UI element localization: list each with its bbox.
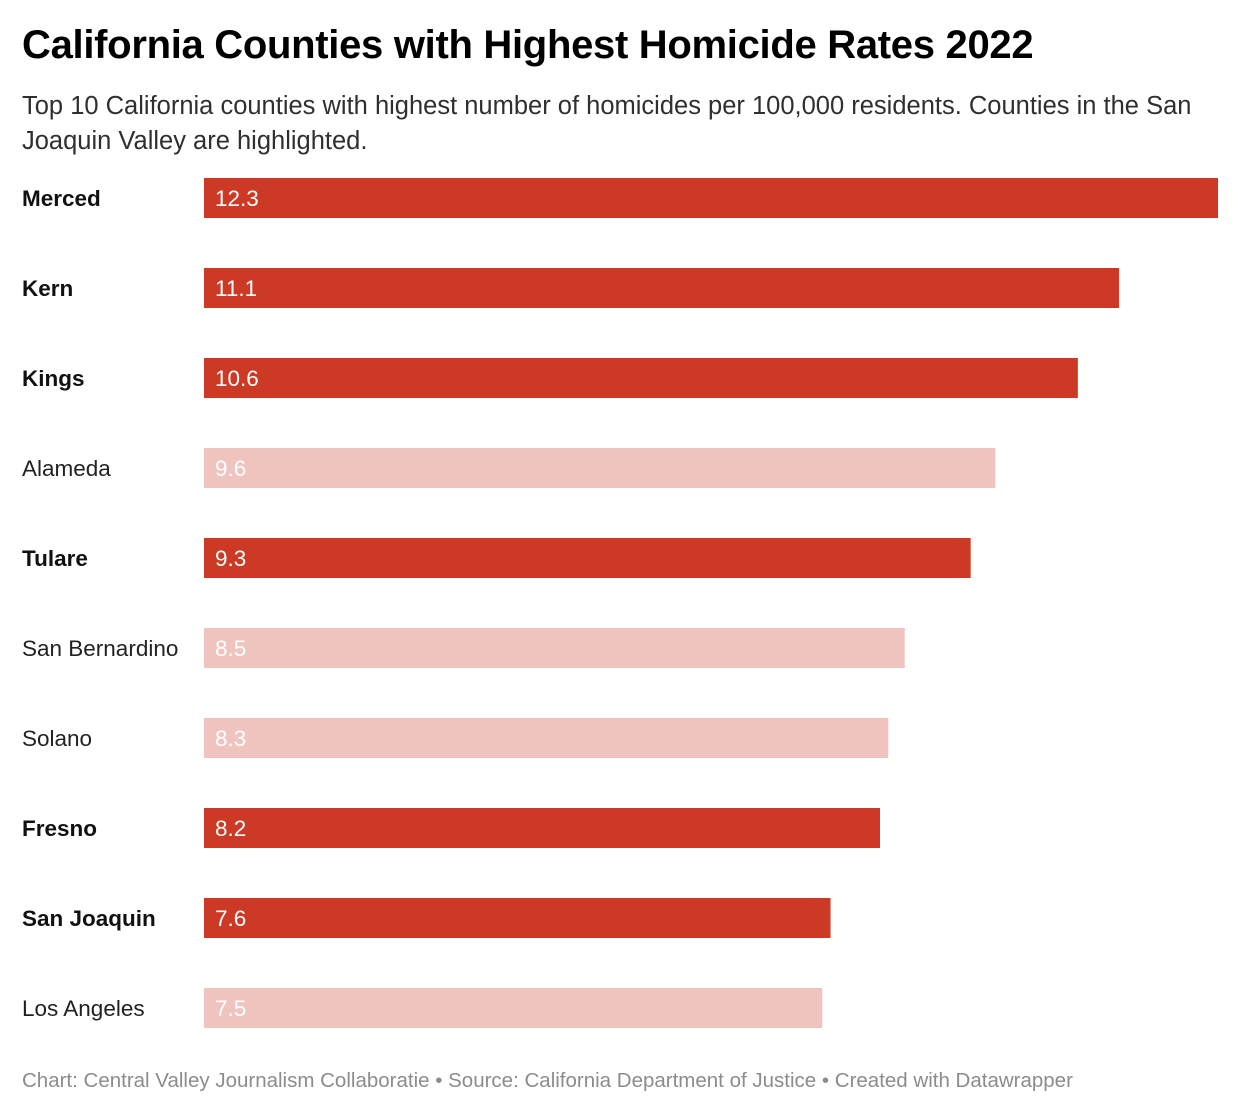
footer-chart-label: Chart: [22, 1069, 78, 1092]
value-label: 8.5 [215, 636, 246, 661]
category-label: Los Angeles [22, 996, 145, 1021]
bar [204, 268, 1120, 308]
bar [204, 178, 1218, 218]
value-label: 11.1 [215, 276, 257, 301]
category-label: San Joaquin [22, 906, 156, 931]
category-label: Kern [22, 276, 73, 301]
footer-source-label: Source: [448, 1069, 519, 1092]
bar [204, 898, 831, 938]
bar [204, 538, 971, 578]
chart-subtitle: Top 10 California counties with highest … [22, 92, 1192, 155]
footer-source-credit: California Department of Justice [524, 1069, 817, 1092]
value-label: 9.6 [215, 456, 246, 481]
bar [204, 988, 823, 1028]
bar [204, 358, 1078, 398]
value-label: 10.6 [215, 366, 259, 391]
value-label: 9.3 [215, 546, 246, 571]
category-label: Alameda [22, 456, 111, 481]
value-label: 8.2 [215, 816, 246, 841]
category-label: San Bernardino [22, 636, 178, 661]
category-label: Kings [22, 366, 85, 391]
value-label: 8.3 [215, 726, 246, 751]
chart-title: California Counties with Highest Homicid… [22, 23, 1034, 67]
value-label: 12.3 [215, 186, 259, 211]
value-label: 7.5 [215, 996, 246, 1021]
value-label: 7.6 [215, 906, 246, 931]
bar [204, 808, 880, 848]
category-label: Tulare [22, 546, 88, 571]
category-label: Fresno [22, 816, 97, 841]
footer-chart-credit: Central Valley Journalism Collaboratie [83, 1069, 430, 1092]
footer-created-with: Created with Datawrapper [834, 1069, 1073, 1092]
bar [204, 718, 889, 758]
footer-separator: • [821, 1069, 830, 1092]
bar [204, 448, 996, 488]
category-label: Merced [22, 186, 101, 211]
chart-footer: Chart: Central Valley Journalism Collabo… [22, 1067, 1073, 1095]
bar [204, 628, 905, 668]
footer-separator: • [435, 1069, 443, 1092]
category-label: Solano [22, 726, 92, 751]
